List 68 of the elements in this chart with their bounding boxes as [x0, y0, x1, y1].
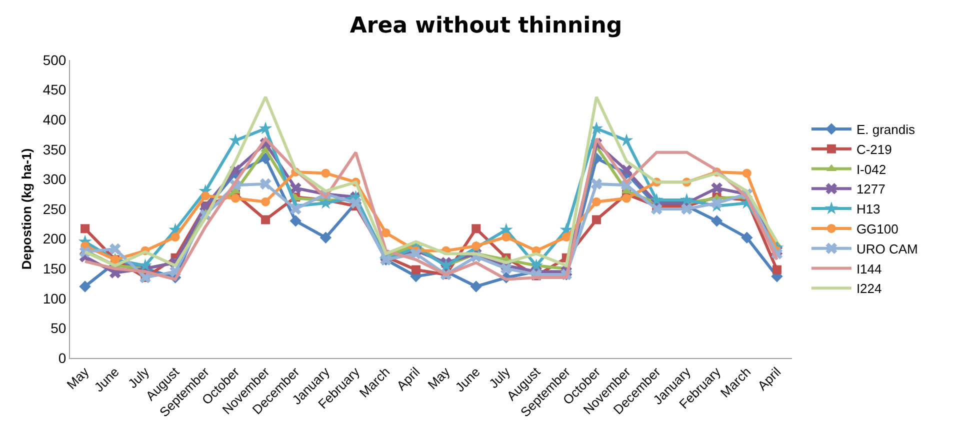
- point: [741, 232, 753, 244]
- point: [592, 197, 601, 206]
- point: [650, 193, 664, 206]
- y-tick-label: 350: [42, 141, 66, 158]
- point: [320, 232, 332, 244]
- point: [109, 243, 121, 255]
- point: [500, 262, 512, 274]
- point: [590, 178, 602, 190]
- y-tick-label: 300: [42, 171, 66, 188]
- point: [230, 194, 240, 203]
- point: [290, 203, 302, 215]
- point: [680, 193, 694, 206]
- point: [711, 197, 722, 209]
- point: [258, 122, 272, 134]
- point: [681, 203, 692, 215]
- point: [439, 258, 453, 272]
- legend-label: H13: [856, 202, 880, 217]
- y-tick-label: 100: [42, 290, 66, 306]
- point: [502, 232, 511, 242]
- legend-label: I144: [856, 261, 882, 276]
- x-tick-label: July: [124, 364, 152, 392]
- point: [411, 265, 420, 274]
- point: [530, 258, 543, 272]
- y-axis-title: Depostion (kg ha-1): [18, 148, 34, 270]
- point: [470, 280, 482, 292]
- point: [170, 232, 180, 242]
- y-tick-label: 400: [42, 112, 66, 128]
- y-tick-label: 150: [42, 260, 66, 276]
- point: [381, 228, 390, 238]
- point: [620, 164, 632, 176]
- point: [79, 280, 91, 292]
- point: [710, 215, 723, 227]
- point: [562, 232, 571, 242]
- point: [260, 178, 272, 190]
- x-tick-label: May: [64, 364, 92, 392]
- point: [261, 215, 270, 224]
- legend-label: 1277: [856, 182, 886, 197]
- legend-label: C-219: [856, 142, 892, 157]
- point: [742, 168, 752, 178]
- legend-label: I-042: [856, 162, 886, 177]
- point: [711, 182, 722, 194]
- point: [650, 203, 662, 215]
- y-tick-label: 250: [42, 200, 66, 217]
- point: [472, 224, 481, 234]
- point: [622, 194, 632, 203]
- point: [261, 197, 270, 206]
- point: [410, 248, 422, 260]
- point: [500, 222, 513, 236]
- point: [472, 241, 481, 250]
- point: [200, 191, 210, 200]
- legend-label: E. grandis: [856, 122, 916, 138]
- point: [290, 215, 302, 227]
- y-tick-label: 50: [50, 320, 66, 336]
- x-tick-label: May: [424, 364, 454, 392]
- point: [321, 168, 330, 178]
- y-tick-label: 450: [42, 82, 66, 98]
- x-tick-label: July: [486, 364, 514, 392]
- legend-label: I224: [856, 281, 882, 296]
- point: [290, 182, 302, 194]
- point: [80, 224, 90, 234]
- y-tick-label: 200: [42, 230, 66, 247]
- y-tick-label: 0: [58, 350, 66, 366]
- chart-title: Area without thinning: [350, 14, 622, 39]
- legend-label: URO CAM: [856, 241, 918, 256]
- point: [592, 215, 601, 224]
- point: [772, 265, 782, 274]
- y-tick-label: 500: [42, 52, 66, 68]
- legend-label: GG100: [856, 222, 898, 237]
